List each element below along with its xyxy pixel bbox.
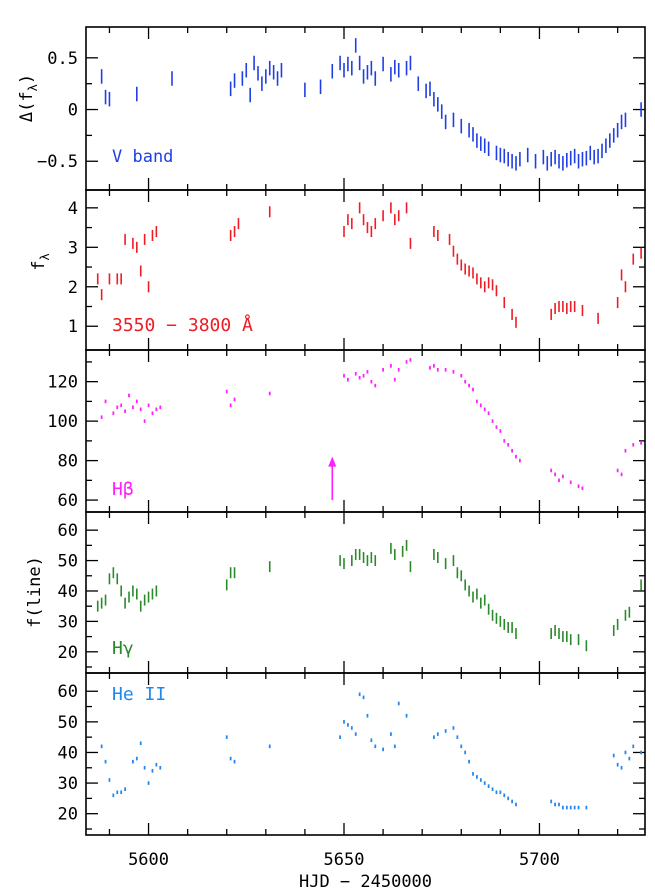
- panel-label: He II: [112, 684, 166, 705]
- y-tick-label: 100: [47, 412, 78, 432]
- y-tick-label: 60: [58, 682, 78, 702]
- y-tick-label: −0.5: [37, 152, 78, 172]
- panel-label: Hγ: [112, 638, 134, 659]
- y-axis-title: f(line): [25, 556, 45, 628]
- y-tick-label: 30: [58, 612, 78, 632]
- y-tick-label: 20: [58, 805, 78, 825]
- y-axis-title-subscript: λ: [26, 84, 40, 91]
- y-tick-label: 40: [58, 743, 78, 763]
- y-tick-label: 60: [58, 521, 78, 541]
- y-tick-label: 120: [47, 373, 78, 393]
- panel-label: Hβ: [112, 479, 134, 500]
- panel-hgamma: 20 30 40 50 60 Hγ: [58, 511, 646, 674]
- panel-label: V band: [112, 147, 173, 167]
- y-axis-title-subscript: λ: [38, 253, 52, 260]
- y-tick-label: 80: [58, 452, 78, 472]
- panel-frame: [85, 672, 646, 836]
- y-axis-title-main: f(line): [25, 556, 45, 628]
- x-tick-label: 5700: [519, 850, 560, 870]
- y-tick-label: 60: [58, 491, 78, 511]
- y-tick-label: 1: [68, 317, 78, 337]
- y-tick-label: 3: [68, 238, 78, 258]
- y-axis-title-main: Δ(f: [17, 91, 37, 122]
- panel-frame: [85, 511, 646, 674]
- y-tick-label: 40: [58, 582, 78, 602]
- y-tick-label: 0: [68, 101, 78, 121]
- x-axis-title: HJD − 2450000: [299, 872, 432, 890]
- x-tick-label: 5650: [324, 850, 365, 870]
- panel-vband: −0.5 0 0.5 V band: [37, 26, 646, 191]
- x-tick-label: 5600: [128, 850, 169, 870]
- y-tick-label: 30: [58, 774, 78, 794]
- y-axis-title-main: f: [29, 260, 49, 270]
- arrow-head: [328, 456, 337, 467]
- y-tick-label: 4: [68, 199, 78, 219]
- y-tick-label: 50: [58, 713, 78, 733]
- panel-heii: 20 30 40 50 60 He II: [58, 672, 646, 836]
- y-axis-title-close: ): [17, 74, 37, 84]
- panel-frame: [85, 349, 646, 513]
- panel-hbeta: 60 80 100 120 Hβ: [47, 349, 646, 513]
- y-axis-title: fλ: [29, 253, 52, 270]
- y-tick-label: 50: [58, 552, 78, 572]
- panel-cont: 1 2 3 4 3550 − 3800 Å: [68, 189, 646, 351]
- y-axis-title: Δ(fλ): [17, 74, 40, 122]
- y-tick-label: 20: [58, 643, 78, 663]
- y-tick-label: 0.5: [47, 49, 78, 69]
- y-tick-label: 2: [68, 278, 78, 298]
- panel-label: 3550 − 3800 Å: [112, 314, 253, 336]
